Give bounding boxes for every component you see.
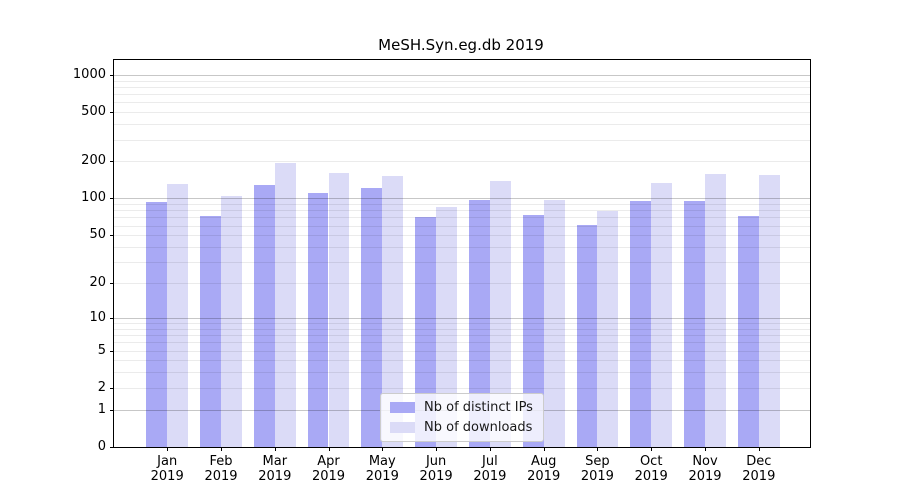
y-tick-mark: [110, 350, 114, 352]
y-tick-mark: [110, 409, 114, 411]
bar-ips-aug: [522, 215, 544, 447]
x-tick-mark: [328, 447, 330, 451]
y-tick-mark: [110, 447, 114, 448]
x-tick-mark: [597, 447, 599, 451]
bar-ips-feb: [200, 215, 221, 447]
x-tick-label-mar: Mar 2019: [258, 454, 292, 484]
bar-ips-apr: [307, 192, 329, 447]
legend-label-distinct-ips: Nb of distinct IPs: [424, 400, 533, 415]
chart-title: MeSH.Syn.eg.db 2019: [378, 36, 544, 54]
x-tick-mark: [758, 447, 760, 451]
x-tick-mark: [167, 447, 169, 451]
x-tick-label-aug: Aug 2019: [527, 454, 561, 484]
y-tick-label: 1000: [72, 66, 106, 82]
bars-layer: [114, 60, 810, 447]
bar-ips-may: [361, 188, 383, 447]
y-tick-label: 2: [97, 379, 106, 395]
x-tick-label-oct: Oct 2019: [634, 454, 668, 484]
bar-downloads-oct: [651, 183, 673, 447]
bar-downloads-jun: [436, 207, 457, 447]
y-tick-label: 500: [81, 104, 106, 120]
bar-ips-jul: [469, 199, 490, 447]
x-tick-label-dec: Dec 2019: [742, 454, 776, 484]
y-tick-label: 5: [97, 342, 106, 358]
bar-ips-mar: [253, 185, 275, 447]
x-tick-label-sep: Sep 2019: [580, 454, 614, 484]
y-tick-label: 1: [97, 401, 106, 417]
bar-ips-nov: [684, 200, 705, 447]
legend-swatch-downloads: [390, 422, 415, 433]
legend-item-downloads: Nb of downloads: [390, 420, 533, 435]
x-tick-label-may: May 2019: [365, 454, 399, 484]
y-tick-label: 10: [89, 309, 106, 325]
bar-downloads-may: [382, 176, 404, 447]
bar-ips-oct: [630, 201, 652, 447]
bar-downloads-feb: [221, 195, 242, 447]
x-tick-mark: [489, 447, 491, 451]
x-tick-label-jun: Jun 2019: [419, 454, 453, 484]
x-tick-mark: [543, 447, 545, 451]
x-tick-label-jan: Jan 2019: [150, 454, 184, 484]
bar-downloads-apr: [328, 173, 350, 447]
y-tick-label: 100: [81, 190, 106, 206]
bar-ips-sep: [576, 224, 598, 447]
legend: Nb of distinct IPs Nb of downloads: [380, 393, 544, 442]
y-tick-label: 50: [89, 227, 106, 243]
bar-downloads-sep: [597, 210, 619, 447]
x-tick-mark: [705, 447, 706, 451]
x-tick-mark: [651, 447, 653, 451]
bar-ips-jan: [146, 202, 168, 447]
x-tick-label-nov: Nov 2019: [688, 454, 722, 484]
y-tick-mark: [110, 317, 114, 319]
x-tick-mark: [382, 447, 384, 451]
y-tick-label: 20: [89, 275, 106, 290]
x-tick-mark: [274, 447, 276, 451]
y-tick-mark: [110, 235, 114, 237]
y-tick-mark: [110, 198, 114, 200]
bar-ips-jun: [415, 216, 437, 447]
x-tick-label-jul: Jul 2019: [473, 454, 507, 484]
x-tick-mark: [221, 447, 222, 451]
y-tick-mark: [110, 283, 114, 284]
legend-swatch-distinct-ips: [390, 402, 415, 413]
bar-downloads-dec: [758, 174, 780, 447]
y-tick-mark: [110, 112, 114, 114]
bar-downloads-nov: [705, 173, 726, 447]
bar-downloads-jul: [489, 181, 511, 447]
bar-downloads-aug: [543, 200, 565, 447]
y-tick-label: 0: [97, 439, 106, 454]
axis-ticks-layer: 0 1 2 5 10 20 50 100 200 500 1000 Jan 2019 Feb 2019 Mar…: [73, 60, 810, 484]
x-tick-label-apr: Apr 2019: [311, 454, 346, 484]
bar-ips-dec: [737, 215, 759, 447]
y-tick-mark: [110, 161, 114, 163]
y-tick-mark: [110, 387, 114, 389]
plot-area: 0 1 2 5 10 20 50 100 200 500 1000 Jan 2019 Feb 2019 Mar…: [73, 59, 811, 484]
legend-item-distinct-ips: Nb of distinct IPs: [390, 400, 533, 415]
bar-downloads-jan: [167, 184, 189, 447]
bar-downloads-mar: [274, 162, 296, 447]
x-tick-mark: [436, 447, 438, 451]
y-tick-mark: [110, 74, 114, 76]
x-tick-label-feb: Feb 2019: [204, 454, 238, 484]
legend-label-downloads: Nb of downloads: [424, 420, 533, 435]
y-tick-label: 200: [81, 153, 106, 169]
